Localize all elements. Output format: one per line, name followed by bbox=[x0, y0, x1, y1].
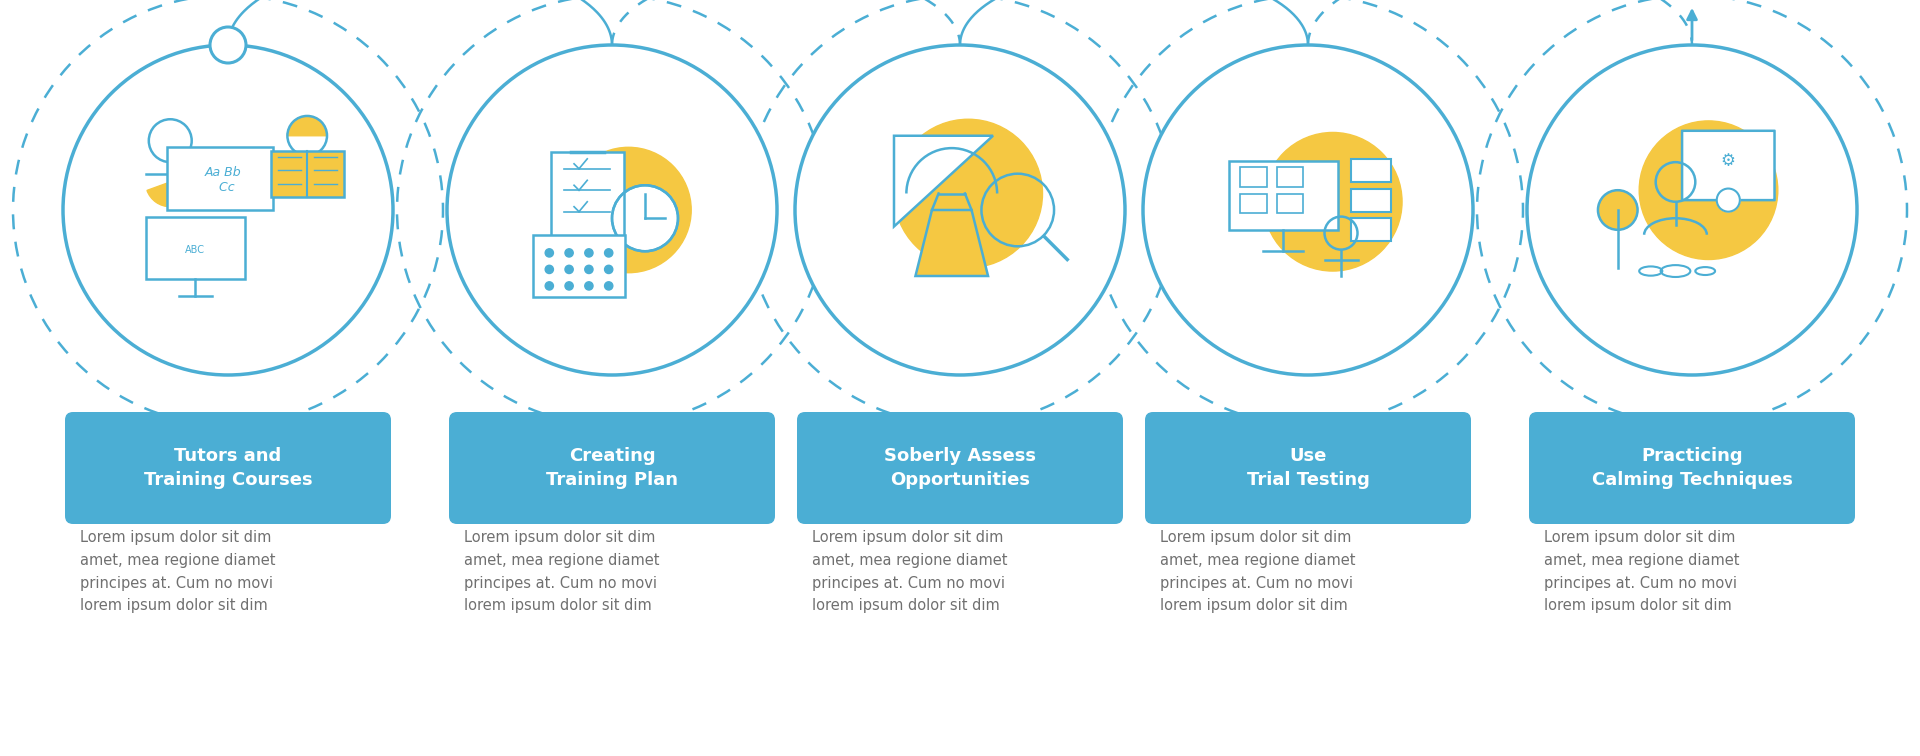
Circle shape bbox=[142, 115, 372, 345]
FancyBboxPatch shape bbox=[1352, 188, 1390, 212]
Text: Lorem ipsum dolor sit dim
amet, mea regione diamet
principes at. Cum no movi
lor: Lorem ipsum dolor sit dim amet, mea regi… bbox=[1160, 530, 1356, 613]
Circle shape bbox=[1263, 132, 1402, 271]
FancyBboxPatch shape bbox=[1229, 160, 1338, 230]
Circle shape bbox=[876, 115, 1106, 345]
Circle shape bbox=[586, 249, 593, 257]
FancyBboxPatch shape bbox=[551, 152, 624, 238]
Text: ABC: ABC bbox=[184, 245, 205, 255]
Circle shape bbox=[545, 249, 553, 257]
Circle shape bbox=[564, 265, 574, 274]
FancyBboxPatch shape bbox=[1277, 167, 1304, 187]
Text: Creating
Training Plan: Creating Training Plan bbox=[545, 448, 678, 489]
FancyBboxPatch shape bbox=[1352, 159, 1390, 182]
FancyBboxPatch shape bbox=[532, 235, 626, 297]
Polygon shape bbox=[895, 136, 993, 227]
Text: ⚙: ⚙ bbox=[1720, 151, 1736, 169]
Circle shape bbox=[566, 147, 691, 273]
Text: Aa Bb
  Cc: Aa Bb Cc bbox=[205, 166, 242, 194]
Circle shape bbox=[564, 282, 574, 290]
Circle shape bbox=[545, 282, 553, 290]
FancyBboxPatch shape bbox=[1240, 167, 1267, 187]
Circle shape bbox=[1607, 115, 1837, 345]
Text: Practicing
Calming Techniques: Practicing Calming Techniques bbox=[1592, 448, 1793, 489]
Circle shape bbox=[1223, 115, 1453, 345]
Wedge shape bbox=[148, 182, 194, 206]
FancyBboxPatch shape bbox=[797, 412, 1123, 524]
FancyBboxPatch shape bbox=[167, 147, 273, 210]
FancyBboxPatch shape bbox=[65, 412, 392, 524]
Text: Soberly Assess
Opportunities: Soberly Assess Opportunities bbox=[883, 448, 1037, 489]
Circle shape bbox=[1526, 45, 1857, 375]
Text: Lorem ipsum dolor sit dim
amet, mea regione diamet
principes at. Cum no movi
lor: Lorem ipsum dolor sit dim amet, mea regi… bbox=[465, 530, 659, 613]
Circle shape bbox=[1640, 121, 1778, 259]
Circle shape bbox=[564, 249, 574, 257]
Circle shape bbox=[526, 115, 756, 345]
Ellipse shape bbox=[1695, 267, 1715, 275]
Circle shape bbox=[795, 45, 1125, 375]
Circle shape bbox=[605, 249, 612, 257]
Circle shape bbox=[586, 282, 593, 290]
Circle shape bbox=[1716, 188, 1740, 212]
Text: Lorem ipsum dolor sit dim
amet, mea regione diamet
principes at. Cum no movi
lor: Lorem ipsum dolor sit dim amet, mea regi… bbox=[1544, 530, 1740, 613]
FancyBboxPatch shape bbox=[1352, 218, 1390, 241]
Circle shape bbox=[209, 27, 246, 63]
Circle shape bbox=[605, 282, 612, 290]
FancyBboxPatch shape bbox=[1144, 412, 1471, 524]
Circle shape bbox=[1142, 45, 1473, 375]
FancyBboxPatch shape bbox=[271, 150, 344, 197]
Text: Use
Trial Testing: Use Trial Testing bbox=[1246, 448, 1369, 489]
Circle shape bbox=[1597, 191, 1638, 230]
FancyBboxPatch shape bbox=[1682, 131, 1774, 200]
Wedge shape bbox=[288, 116, 326, 136]
Ellipse shape bbox=[1661, 265, 1690, 277]
FancyBboxPatch shape bbox=[1240, 194, 1267, 213]
Circle shape bbox=[545, 265, 553, 274]
Ellipse shape bbox=[1640, 266, 1663, 276]
Circle shape bbox=[605, 265, 612, 274]
Polygon shape bbox=[916, 210, 989, 276]
FancyBboxPatch shape bbox=[449, 412, 776, 524]
Text: Lorem ipsum dolor sit dim
amet, mea regione diamet
principes at. Cum no movi
lor: Lorem ipsum dolor sit dim amet, mea regi… bbox=[812, 530, 1008, 613]
Circle shape bbox=[586, 265, 593, 274]
Circle shape bbox=[895, 119, 1043, 268]
Text: Lorem ipsum dolor sit dim
amet, mea regione diamet
principes at. Cum no movi
lor: Lorem ipsum dolor sit dim amet, mea regi… bbox=[81, 530, 275, 613]
FancyBboxPatch shape bbox=[1528, 412, 1855, 524]
FancyBboxPatch shape bbox=[1277, 194, 1304, 213]
Circle shape bbox=[447, 45, 778, 375]
Circle shape bbox=[612, 185, 678, 251]
FancyBboxPatch shape bbox=[146, 217, 244, 279]
Circle shape bbox=[63, 45, 394, 375]
Text: Tutors and
Training Courses: Tutors and Training Courses bbox=[144, 448, 313, 489]
